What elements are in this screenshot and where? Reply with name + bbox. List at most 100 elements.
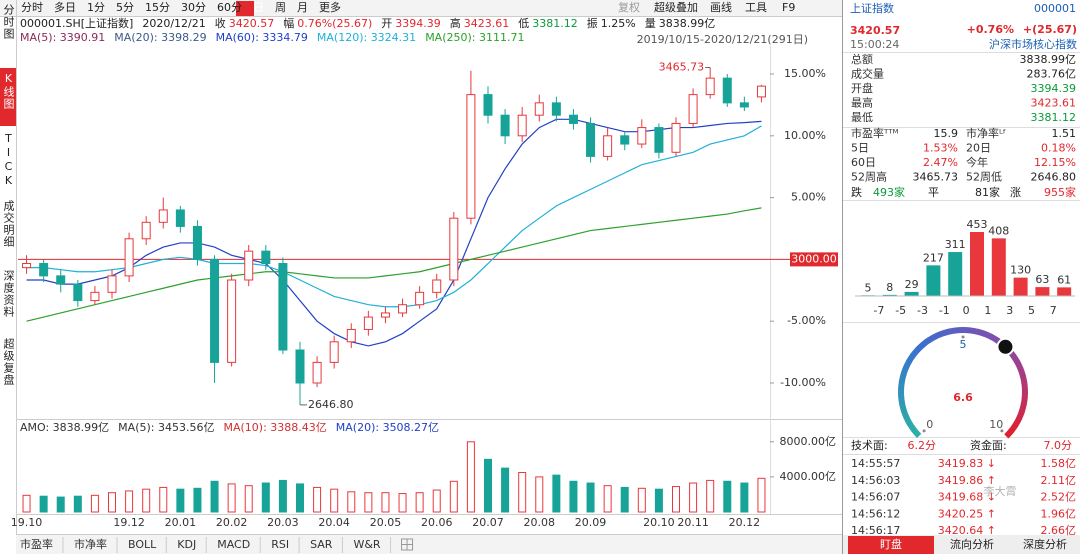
label: 市净率ᴸᶠ — [966, 126, 1006, 140]
dist-bar — [926, 265, 941, 296]
indicator-tab[interactable]: MACD — [217, 538, 250, 551]
label: 5日 — [851, 142, 869, 155]
quote-change: +(25.67) — [1023, 23, 1077, 36]
period-tab[interactable]: 更多 — [319, 0, 341, 14]
period-tab[interactable]: 5分 — [116, 1, 134, 14]
period-tab[interactable]: 月 — [297, 1, 308, 14]
panel-tab[interactable]: 流向分析 — [950, 537, 994, 551]
volume-bar — [159, 486, 168, 513]
indicator-tab[interactable]: 市盈率 — [20, 537, 53, 551]
gauge-arc — [989, 334, 1000, 344]
ma-legend: MA(120): 3324.31 — [317, 31, 416, 44]
gauge-arc — [1016, 410, 1025, 420]
indicator-tab[interactable]: 市净率 — [74, 537, 107, 551]
period-tab[interactable]: 60分 — [217, 1, 242, 14]
candle-body — [39, 263, 49, 277]
side-tab[interactable]: 深度资料 — [2, 270, 15, 318]
info-text: 2020/12/21 — [142, 17, 205, 30]
info-text: 振 — [587, 16, 598, 30]
candle-body — [227, 279, 237, 363]
dist-value: 29 — [905, 278, 919, 291]
gauge-arc — [976, 328, 987, 337]
indicator-tab[interactable]: KDJ — [177, 538, 196, 551]
y-tick-label: -5.00% — [787, 314, 826, 327]
period-tab[interactable]: 30分 — [181, 1, 206, 14]
breadth: 81家 — [975, 185, 1000, 199]
side-tab[interactable]: 分时图 — [2, 4, 15, 40]
gauge-arc — [906, 353, 916, 364]
candle-body — [637, 127, 647, 145]
panel-tab[interactable]: 盯盘 — [880, 537, 902, 551]
tool-button[interactable]: 工具 — [745, 1, 767, 14]
candle-body — [124, 238, 134, 277]
candle-body — [210, 258, 220, 363]
x-tick-label: 19.12 — [113, 516, 145, 529]
dist-value: 61 — [1057, 273, 1071, 286]
volume-bar — [432, 489, 441, 513]
period-tab[interactable]: 15分 — [145, 1, 170, 14]
period-tab[interactable]: 周 — [275, 1, 286, 14]
score: 7.0分 — [1044, 439, 1073, 452]
ma-line — [26, 207, 762, 322]
info-text: 量 — [645, 17, 656, 30]
indicator-tab[interactable]: W&R — [353, 538, 380, 551]
dist-edge-label: 7 — [1050, 304, 1057, 317]
label: 52周高 — [851, 170, 887, 184]
side-tab[interactable]: K线图 — [2, 72, 15, 110]
trade-time: 14:56:07 — [851, 491, 900, 504]
gauge-arc — [907, 422, 917, 433]
gauge-arc — [900, 366, 909, 377]
side-tab[interactable]: 成交明细 — [2, 200, 15, 248]
dist-value: 8 — [886, 281, 893, 294]
tool-button[interactable]: F9 — [782, 1, 795, 14]
dist-edge-label: -3 — [917, 304, 928, 317]
x-tick-label: 20.06 — [421, 516, 453, 529]
period-tab[interactable]: 日 — [253, 1, 264, 14]
indicator-tab[interactable]: RSI — [271, 538, 289, 551]
side-tab[interactable]: 超级复盘 — [2, 337, 15, 386]
volume-bar — [108, 492, 116, 513]
quote-time: 15:00:24 — [850, 38, 899, 51]
dist-value: 63 — [1035, 273, 1049, 286]
trade-price: 3420.25 ↑ — [938, 507, 996, 520]
candle-body — [363, 316, 373, 330]
tabbar-bg — [16, 535, 842, 554]
trade-amount: 1.58亿 — [1041, 457, 1077, 470]
period-tab[interactable]: 分时 — [21, 1, 43, 14]
volume-bar — [757, 477, 766, 513]
indicator-tab[interactable]: BOLL — [128, 538, 157, 551]
tool-button[interactable]: 画线 — [710, 0, 732, 14]
x-tick-label: 20.01 — [165, 516, 197, 529]
gauge-arc — [1010, 353, 1021, 364]
panel-tab[interactable]: 深度分析 — [1023, 537, 1067, 551]
dist-edge-label: 3 — [1006, 304, 1013, 317]
candle-body — [620, 135, 630, 145]
tool-button[interactable]: 超级叠加 — [654, 0, 698, 14]
dist-bar — [1035, 287, 1050, 296]
period-tab[interactable]: 多日 — [54, 0, 76, 14]
gauge-arc — [900, 409, 910, 420]
volume-legend: MA(5): 3453.56亿 — [118, 421, 214, 434]
volume-bar — [518, 472, 527, 513]
indicator-tab[interactable]: SAR — [310, 538, 333, 551]
volume-bar — [672, 486, 680, 513]
dist-bar — [1013, 277, 1028, 296]
side-tab[interactable]: TICK — [2, 132, 15, 188]
candle-body — [483, 94, 493, 116]
period-tab[interactable]: 1分 — [87, 1, 105, 14]
candle-body — [534, 102, 544, 116]
volume-bar — [22, 494, 31, 513]
ma-legend: MA(250): 3111.71 — [425, 31, 524, 44]
x-tick-label: 20.07 — [472, 516, 504, 529]
volume-legend: MA(20): 3508.27亿 — [336, 421, 439, 434]
candle-body — [671, 122, 681, 153]
volume-bar — [689, 482, 698, 513]
dist-bar — [970, 232, 984, 296]
tool-button[interactable]: 复权 — [618, 0, 640, 14]
volume-bar — [193, 487, 202, 513]
volume-bar — [569, 480, 578, 513]
volume-bar — [381, 492, 390, 513]
volume-legend: MA(10): 3388.43亿 — [223, 421, 326, 434]
gauge-arc — [1018, 403, 1027, 413]
